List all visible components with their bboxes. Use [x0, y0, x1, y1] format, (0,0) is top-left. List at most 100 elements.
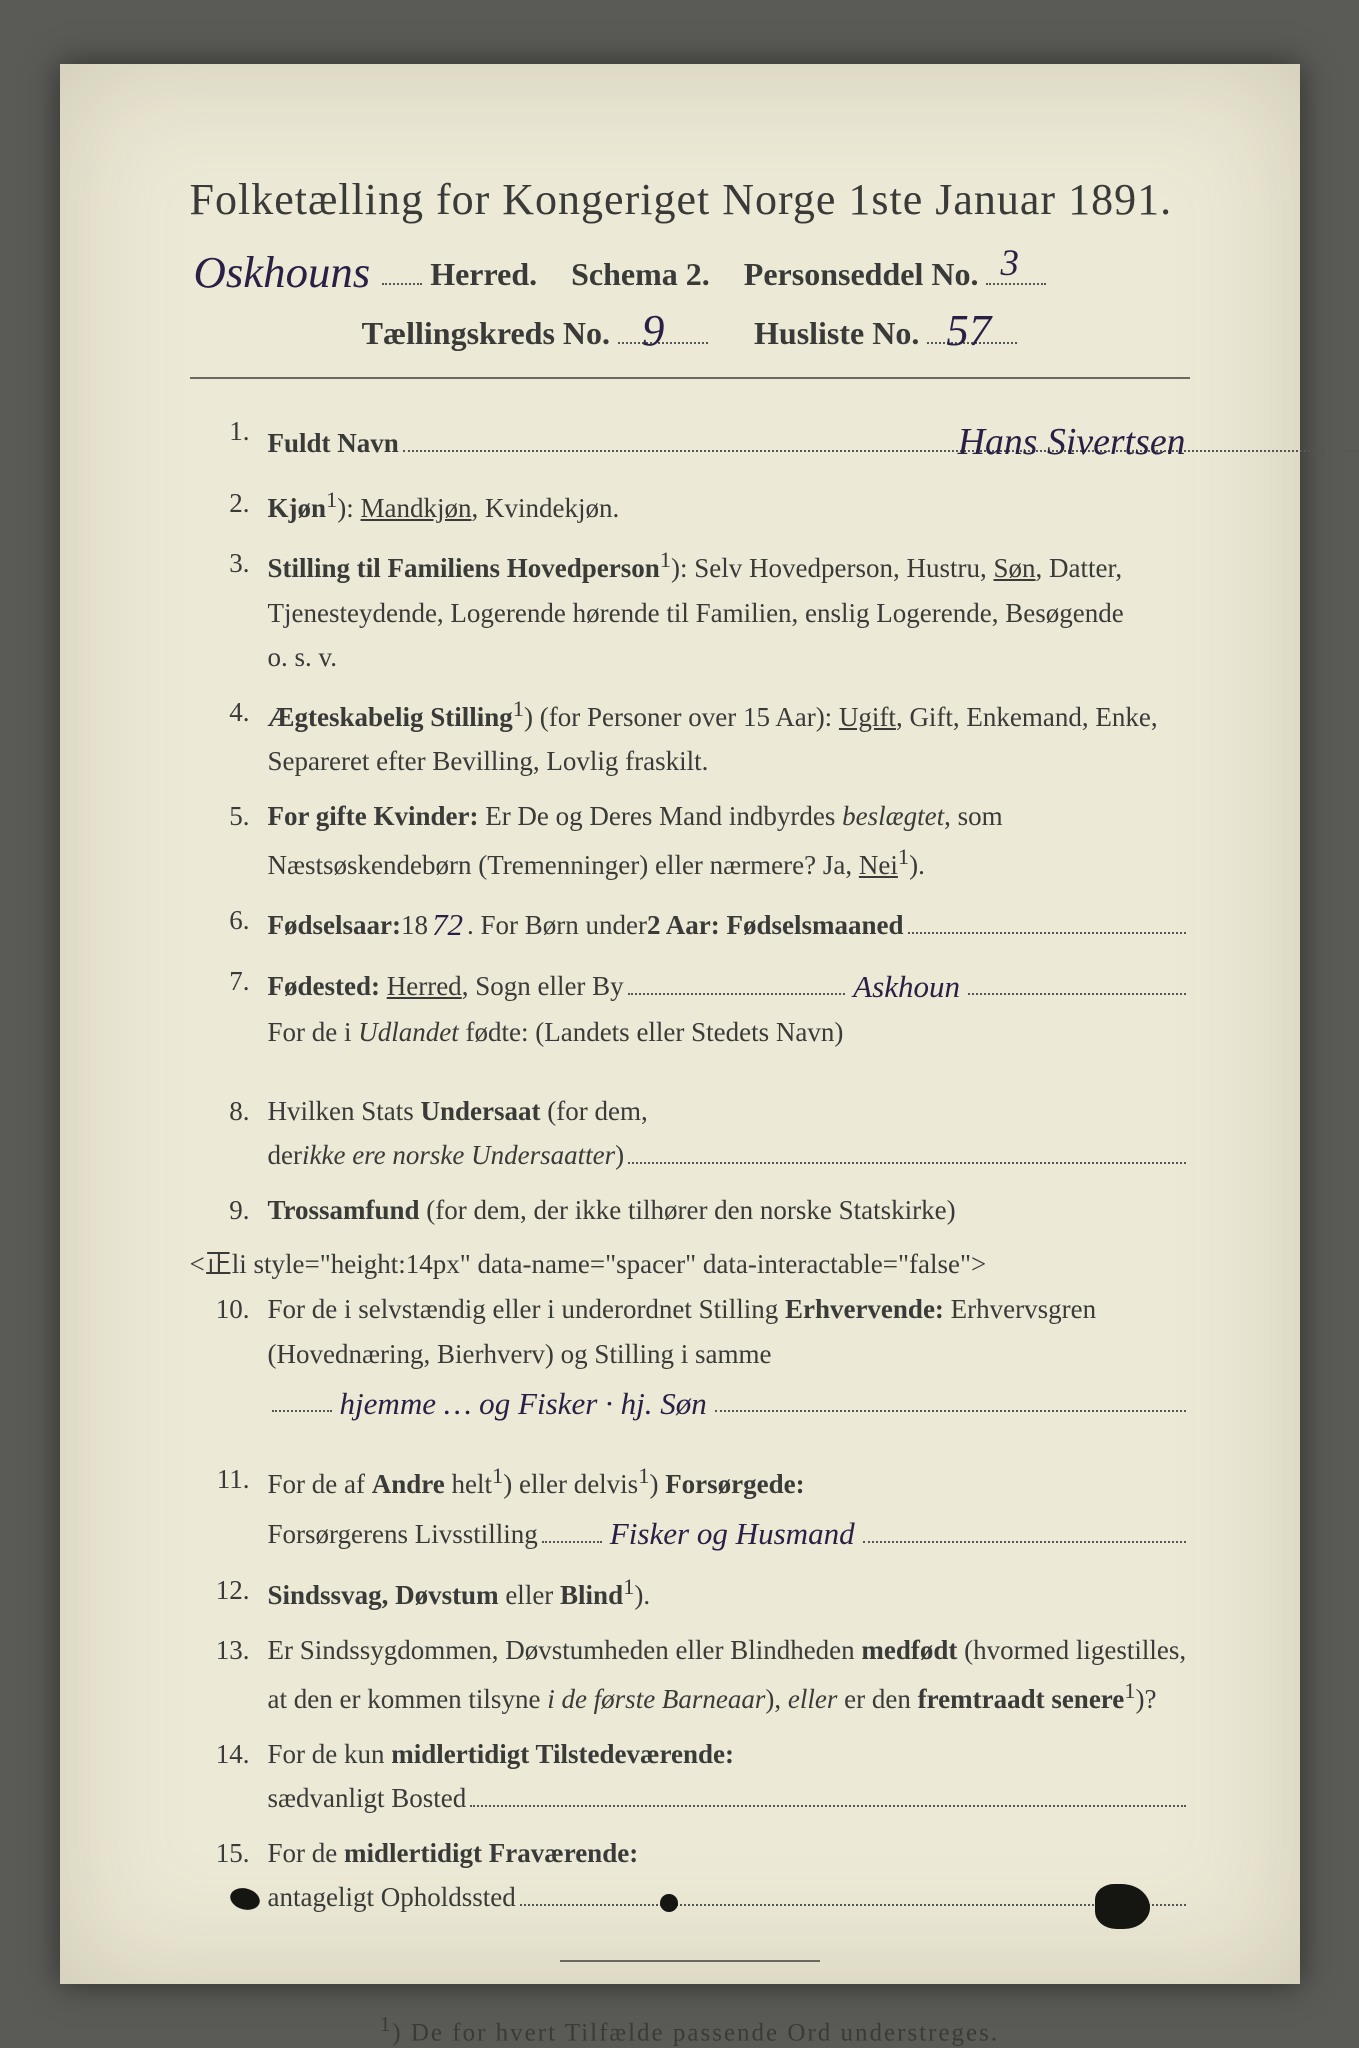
option-text: : Selv Hovedperson, Hustru, [680, 553, 993, 583]
field-9: 9. Trossamfund (for dem, der ikke tilhør… [190, 1188, 1190, 1233]
option-text: o. s. v. [268, 642, 338, 672]
ink-blot [660, 1894, 678, 1912]
field-label: Kjøn [268, 493, 327, 523]
footnote-ref: 1 [660, 547, 671, 572]
option-text: Er De og Deres Mand indbyrdes [478, 801, 842, 831]
option-text: , Kvindekjøn. [472, 493, 620, 523]
field-4: 4. Ægteskabelig Stilling1) (for Personer… [190, 690, 1190, 784]
dotted-fill [715, 1410, 1186, 1412]
dotted-fill: 3 [986, 248, 1046, 285]
option-text: ). [634, 1580, 650, 1610]
field-5: 5. For gifte Kvinder: Er De og Deres Man… [190, 794, 1190, 888]
dotted-fill [628, 993, 845, 995]
line2-text: der [268, 1133, 302, 1178]
occupation-value: hjemme … og Fisker · hj. Søn [336, 1378, 711, 1429]
husliste-value: 57 [942, 295, 995, 367]
field-label: Sindssvag, Døvstum [268, 1580, 499, 1610]
year-prefix: 18 [401, 903, 428, 948]
option-text: . For Børn under [467, 903, 647, 948]
option-text: ), [765, 1684, 788, 1714]
field-number: 2. [190, 481, 268, 531]
dotted-fill [863, 1541, 1186, 1543]
bold-text: medfødt [861, 1635, 957, 1665]
subheader-row-1: Oskhouns Herred. Schema 2. Personseddel … [190, 235, 1190, 307]
page-background: Folketælling for Kongeriget Norge 1ste J… [0, 0, 1359, 2048]
provider-occupation-value: Fisker og Husmand [606, 1508, 859, 1559]
herred-value: Oskhouns [190, 237, 375, 309]
footnote: 1) De for hvert Tilfælde passende Ord un… [190, 2012, 1190, 2047]
field-10: 10. For de i selvstændig eller i underor… [190, 1287, 1190, 1427]
dotted-fill [628, 1162, 1185, 1164]
footnote-text: ) De for hvert Tilfælde passende Ord und… [392, 2019, 999, 2046]
field-number: 7. [190, 959, 268, 1055]
field-14: 14. For de kun midlertidigt Tilstedevære… [190, 1732, 1190, 1821]
field-label: Fødested: [268, 964, 380, 1009]
field-2: 2. Kjøn1): Mandkjøn, Kvindekjøn. [190, 481, 1190, 531]
dotted-fill [908, 932, 1186, 934]
dotted-fill [403, 450, 1359, 452]
subheader-row-2: Tællingskreds No. 9 Husliste No. 57 [190, 307, 1190, 359]
ink-blot [1095, 1884, 1150, 1929]
option-text: For de af [268, 1469, 372, 1499]
option-text: (for dem, [541, 1096, 648, 1126]
bold-text: Forsørgede: [665, 1469, 804, 1499]
field-8: 8. Hvilken Stats Undersaat (for dem, der… [190, 1089, 1190, 1178]
selected-option: Søn [994, 553, 1036, 583]
field-15: 15. For de midlertidigt Fraværende: anta… [190, 1831, 1190, 1920]
field-12: 12. Sindssvag, Døvstum eller Blind1). [190, 1568, 1190, 1618]
line2-text: sædvanligt Bosted [268, 1776, 467, 1821]
field-label: For gifte Kvinder: [268, 801, 479, 831]
bold-text: Blind [560, 1580, 623, 1610]
selected-option: Nei [859, 850, 898, 880]
taellingskreds-value: 9 [638, 295, 668, 367]
bold-text: fremtraadt senere [918, 1684, 1125, 1714]
census-form-paper: Folketælling for Kongeriget Norge 1ste J… [60, 64, 1300, 1984]
dotted-fill [470, 1805, 1185, 1807]
field-1: 1. Fuldt Navn Hans Sivertsen [190, 409, 1190, 471]
spacer [190, 1065, 1190, 1079]
footnote-ref: 1 [623, 1574, 634, 1599]
italic-text: beslægtet [842, 801, 944, 831]
option-text: (for Personer over 15 Aar): [533, 702, 839, 732]
field-11: 11. For de af Andre helt1) eller delvis1… [190, 1457, 1190, 1558]
field-7: 7. Fødested: Herred, Sogn eller ByAskhou… [190, 959, 1190, 1055]
birthplace-value: Askhoun [849, 961, 964, 1012]
selected-option: Mandkjøn [361, 493, 472, 523]
option-text: For de kun [268, 1739, 392, 1769]
field-3: 3. Stilling til Familiens Hovedperson1):… [190, 541, 1190, 680]
option-text: )? [1136, 1684, 1157, 1714]
field-label: Trossamfund [268, 1195, 420, 1225]
line2-text: ) [615, 1133, 624, 1178]
field-number: 8. [190, 1089, 268, 1178]
horizontal-rule-short [560, 1960, 820, 1962]
line2-text: Forsørgerens Livsstilling [268, 1512, 538, 1557]
option-text: Er Sindssygdommen, Døvstumheden eller Bl… [268, 1635, 862, 1665]
selected-option: Herred [387, 964, 462, 1009]
field-number: 12. [190, 1568, 268, 1618]
selected-option: Ugift [839, 702, 896, 732]
bold-text: Andre [372, 1469, 445, 1499]
option-text: ). [909, 850, 925, 880]
field-number: 11. [190, 1457, 268, 1558]
field-number: 9. [190, 1188, 268, 1233]
italic-text: eller [788, 1684, 837, 1714]
line2-text: fødte: (Landets eller Stedets Navn) [459, 1017, 844, 1047]
option-text: ) [649, 1469, 665, 1499]
footnote-marker: 1 [380, 2012, 392, 2036]
bold-text: Undersaat [421, 1096, 541, 1126]
option-text: (for dem, der ikke tilhører den norske S… [420, 1195, 956, 1225]
option-text: er den [837, 1684, 917, 1714]
bold-text: midlertidigt Fraværende: [344, 1838, 638, 1868]
field-6: 6. Fødselsaar: 1872. For Børn under 2 Aa… [190, 898, 1190, 949]
personseddel-label: Personseddel No. [744, 249, 979, 300]
field-label: Ægteskabelig Stilling [268, 702, 513, 732]
husliste-label: Husliste No. [754, 308, 919, 359]
field-number: 6. [190, 898, 268, 949]
footnote-ref: 1 [638, 1463, 649, 1488]
form-title: Folketælling for Kongeriget Norge 1ste J… [190, 174, 1190, 225]
field-label: Fødselsaar: [268, 903, 401, 948]
horizontal-rule [190, 377, 1190, 379]
dotted-fill [272, 1410, 332, 1412]
field-number: 5. [190, 794, 268, 888]
footnote-ref: 1 [492, 1463, 503, 1488]
